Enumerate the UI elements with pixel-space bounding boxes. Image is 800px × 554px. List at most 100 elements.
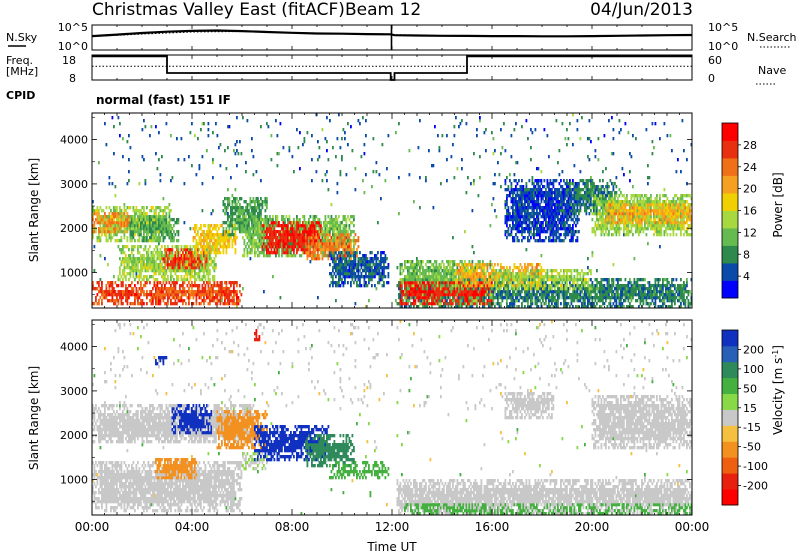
power-cell [459, 281, 462, 285]
power-cell [429, 260, 432, 264]
power-cell [420, 296, 423, 300]
power-cell [93, 221, 96, 225]
power-cell [486, 299, 489, 303]
power-cell [120, 221, 123, 225]
power-cell [476, 284, 478, 288]
power-cell [239, 284, 241, 288]
power-cell [488, 302, 490, 306]
power-cell [248, 245, 250, 249]
power-cell [504, 179, 507, 183]
power-cell [513, 212, 516, 216]
power-cell [399, 272, 402, 276]
power-cell [270, 248, 273, 252]
power-cell [465, 278, 468, 282]
power-cell [120, 251, 123, 255]
power-cell [93, 227, 96, 231]
power-cell [431, 299, 433, 303]
power-cell [296, 251, 298, 255]
power-cell [207, 284, 210, 288]
power-cell [222, 293, 225, 297]
power-cell [132, 257, 135, 261]
power-cell [186, 275, 189, 279]
power-cell [339, 170, 342, 174]
power-cell [354, 302, 357, 306]
power-cell [168, 209, 171, 213]
power-cell [243, 251, 246, 255]
power-cell [188, 299, 190, 303]
power-cell [260, 215, 262, 219]
power-cell [198, 293, 201, 297]
power-cell [176, 254, 178, 258]
power-cell [230, 290, 232, 294]
power-cell [263, 227, 265, 231]
power-cell [299, 236, 301, 240]
power-cell [251, 224, 253, 228]
power-cell [456, 302, 459, 306]
power-cell [239, 218, 241, 222]
power-cell [357, 275, 360, 279]
power-cell [291, 236, 294, 240]
power-cell [182, 266, 184, 270]
power-cell [492, 290, 495, 294]
power-cell [351, 149, 354, 153]
power-cell [177, 293, 180, 297]
power-cell [120, 224, 123, 228]
power-cell [332, 260, 334, 264]
power-cell [222, 248, 225, 252]
power-cell [450, 284, 453, 288]
power-cell [335, 224, 337, 228]
power-cell [200, 302, 202, 306]
power-cell [159, 224, 162, 228]
power-cell [309, 215, 312, 219]
power-cell [326, 230, 328, 234]
power-cell [516, 272, 519, 276]
power-cell [243, 212, 246, 216]
power-cell [254, 254, 256, 258]
power-cell [314, 215, 316, 219]
power-cell [288, 149, 291, 153]
power-cell [518, 239, 520, 243]
power-cell [105, 293, 108, 297]
power-cell [98, 281, 100, 285]
power-cell [221, 284, 223, 288]
power-cell [438, 278, 441, 282]
power-cell [413, 263, 415, 267]
power-cell [519, 296, 522, 300]
power-cell [215, 284, 217, 288]
power-cell [426, 278, 429, 282]
power-cell [504, 215, 507, 219]
power-cell [278, 233, 280, 237]
power-cell [237, 296, 240, 300]
power-cell [272, 230, 274, 234]
power-cell [198, 275, 201, 279]
power-cell [201, 260, 204, 264]
power-cell [186, 272, 189, 276]
power-cell [287, 233, 289, 237]
power-cell [338, 251, 340, 255]
power-cell [191, 284, 193, 288]
power-cell [453, 260, 456, 264]
power-cell [287, 221, 289, 225]
power-cell [507, 296, 510, 300]
power-cell [195, 260, 198, 264]
power-cell [477, 284, 480, 288]
power-cell [234, 221, 237, 225]
power-cell [242, 236, 244, 240]
power-cell [338, 227, 340, 231]
power-cell [519, 269, 522, 273]
power-cell [258, 251, 261, 255]
power-cell [494, 296, 496, 300]
power-cell [144, 212, 147, 216]
power-cell [251, 245, 253, 249]
power-cell [306, 230, 309, 234]
power-cell [311, 242, 313, 246]
power-cell [494, 173, 496, 177]
power-cell [462, 278, 465, 282]
power-cell [134, 284, 136, 288]
power-cell [320, 230, 322, 234]
power-cell [465, 284, 468, 288]
power-cell [342, 224, 345, 228]
power-cell [267, 245, 270, 249]
power-cell [117, 221, 120, 225]
power-cell [447, 293, 450, 297]
